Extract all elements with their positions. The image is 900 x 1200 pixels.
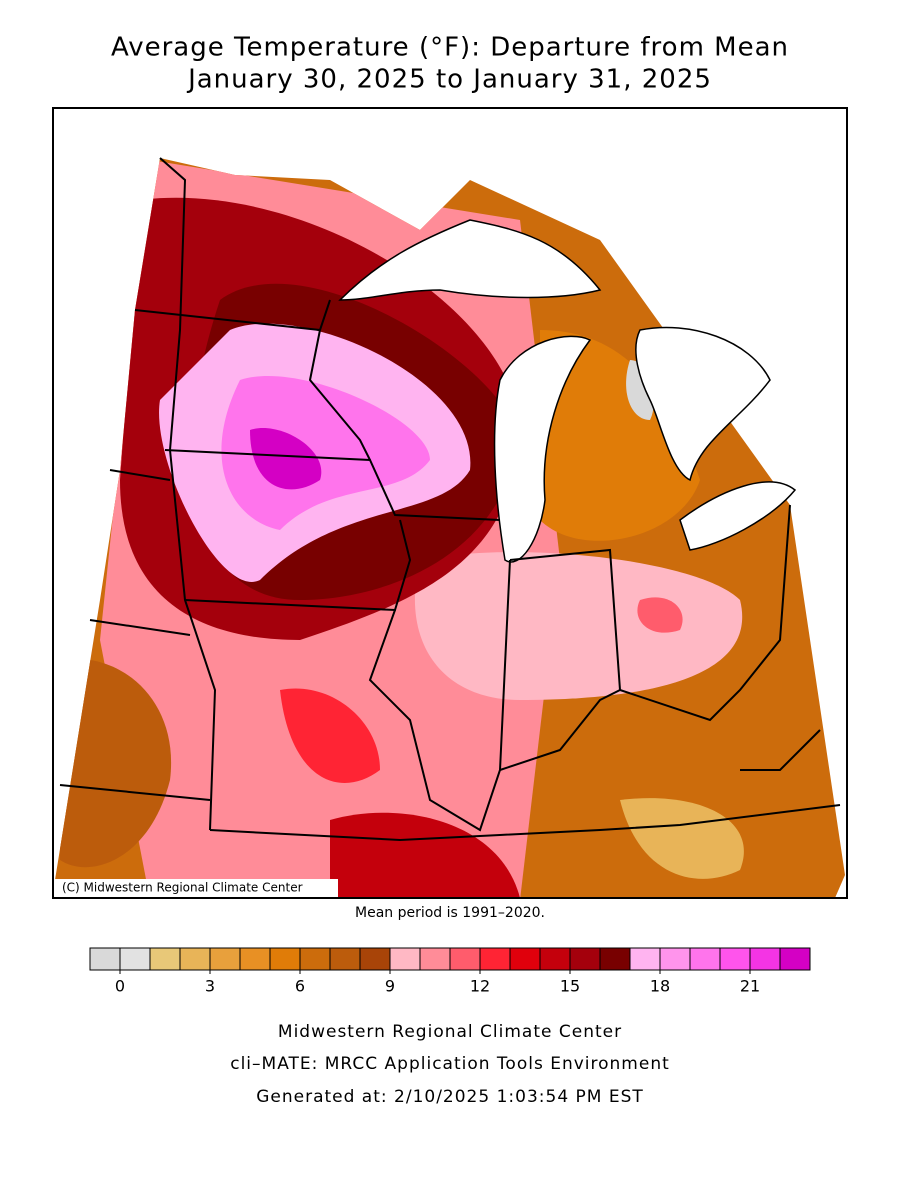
great-lakes: [53, 108, 797, 563]
colorbar-tick-label: 0: [115, 977, 125, 996]
mean-period: Mean period is 1991–2020.: [355, 905, 545, 921]
colorbar-bin: [419, 947, 451, 971]
title-line: January 30, 2025 to January 31, 2025: [186, 65, 712, 95]
colorbar-bin: [689, 947, 721, 971]
colorbar-bin: [269, 947, 301, 971]
colorbar-bin: [509, 947, 541, 971]
colorbar-tick-label: 18: [650, 977, 670, 996]
footer-line: Midwestern Regional Climate Center: [278, 1022, 622, 1042]
colorbar-bin: [779, 947, 811, 971]
colorbar-bin: [479, 947, 511, 971]
colorbar-bin: [329, 947, 361, 971]
colorbar-bin: [599, 947, 631, 971]
colorbar-tick-label: 12: [470, 977, 490, 996]
state-borders: [59, 157, 841, 842]
colorbar-bin: [209, 947, 241, 971]
colorbar-bin: [659, 947, 691, 971]
colorbar-bin: [449, 947, 481, 971]
footer-line: Generated at: 2/10/2025 1:03:54 PM EST: [256, 1087, 644, 1107]
colorbar-bin: [569, 947, 601, 971]
map-credit: (C) Midwestern Regional Climate Center: [62, 881, 303, 895]
colorbar-bin: [719, 947, 751, 971]
colorbar-bin: [539, 947, 571, 971]
title-line: Average Temperature (°F): Departure from…: [111, 33, 789, 63]
colorbar-bin: [389, 947, 421, 971]
credit-box: [55, 879, 338, 897]
colorbar-bin: [119, 947, 151, 971]
colorbar-tick-label: 9: [385, 977, 395, 996]
colorbar-bin: [239, 947, 271, 971]
colorbar-bin: [749, 947, 781, 971]
colorbar-bin: [299, 947, 331, 971]
colorbar-tick-label: 21: [740, 977, 760, 996]
colorbar-bin: [629, 947, 661, 971]
colorbar: 0 3 6 9 12 15 18 21: [89, 947, 811, 996]
colorbar-tick-label: 6: [295, 977, 305, 996]
footer-line: cli–MATE: MRCC Application Tools Environ…: [230, 1054, 670, 1074]
colorbar-bin: [149, 947, 181, 971]
map-frame: [52, 107, 848, 899]
colorbar-bin: [359, 947, 391, 971]
colorbar-tick-label: 3: [205, 977, 215, 996]
colorbar-bin: [179, 947, 211, 971]
colorbar-tick-label: 15: [560, 977, 580, 996]
map: [53, 108, 845, 898]
colorbar-bin: [89, 947, 121, 971]
